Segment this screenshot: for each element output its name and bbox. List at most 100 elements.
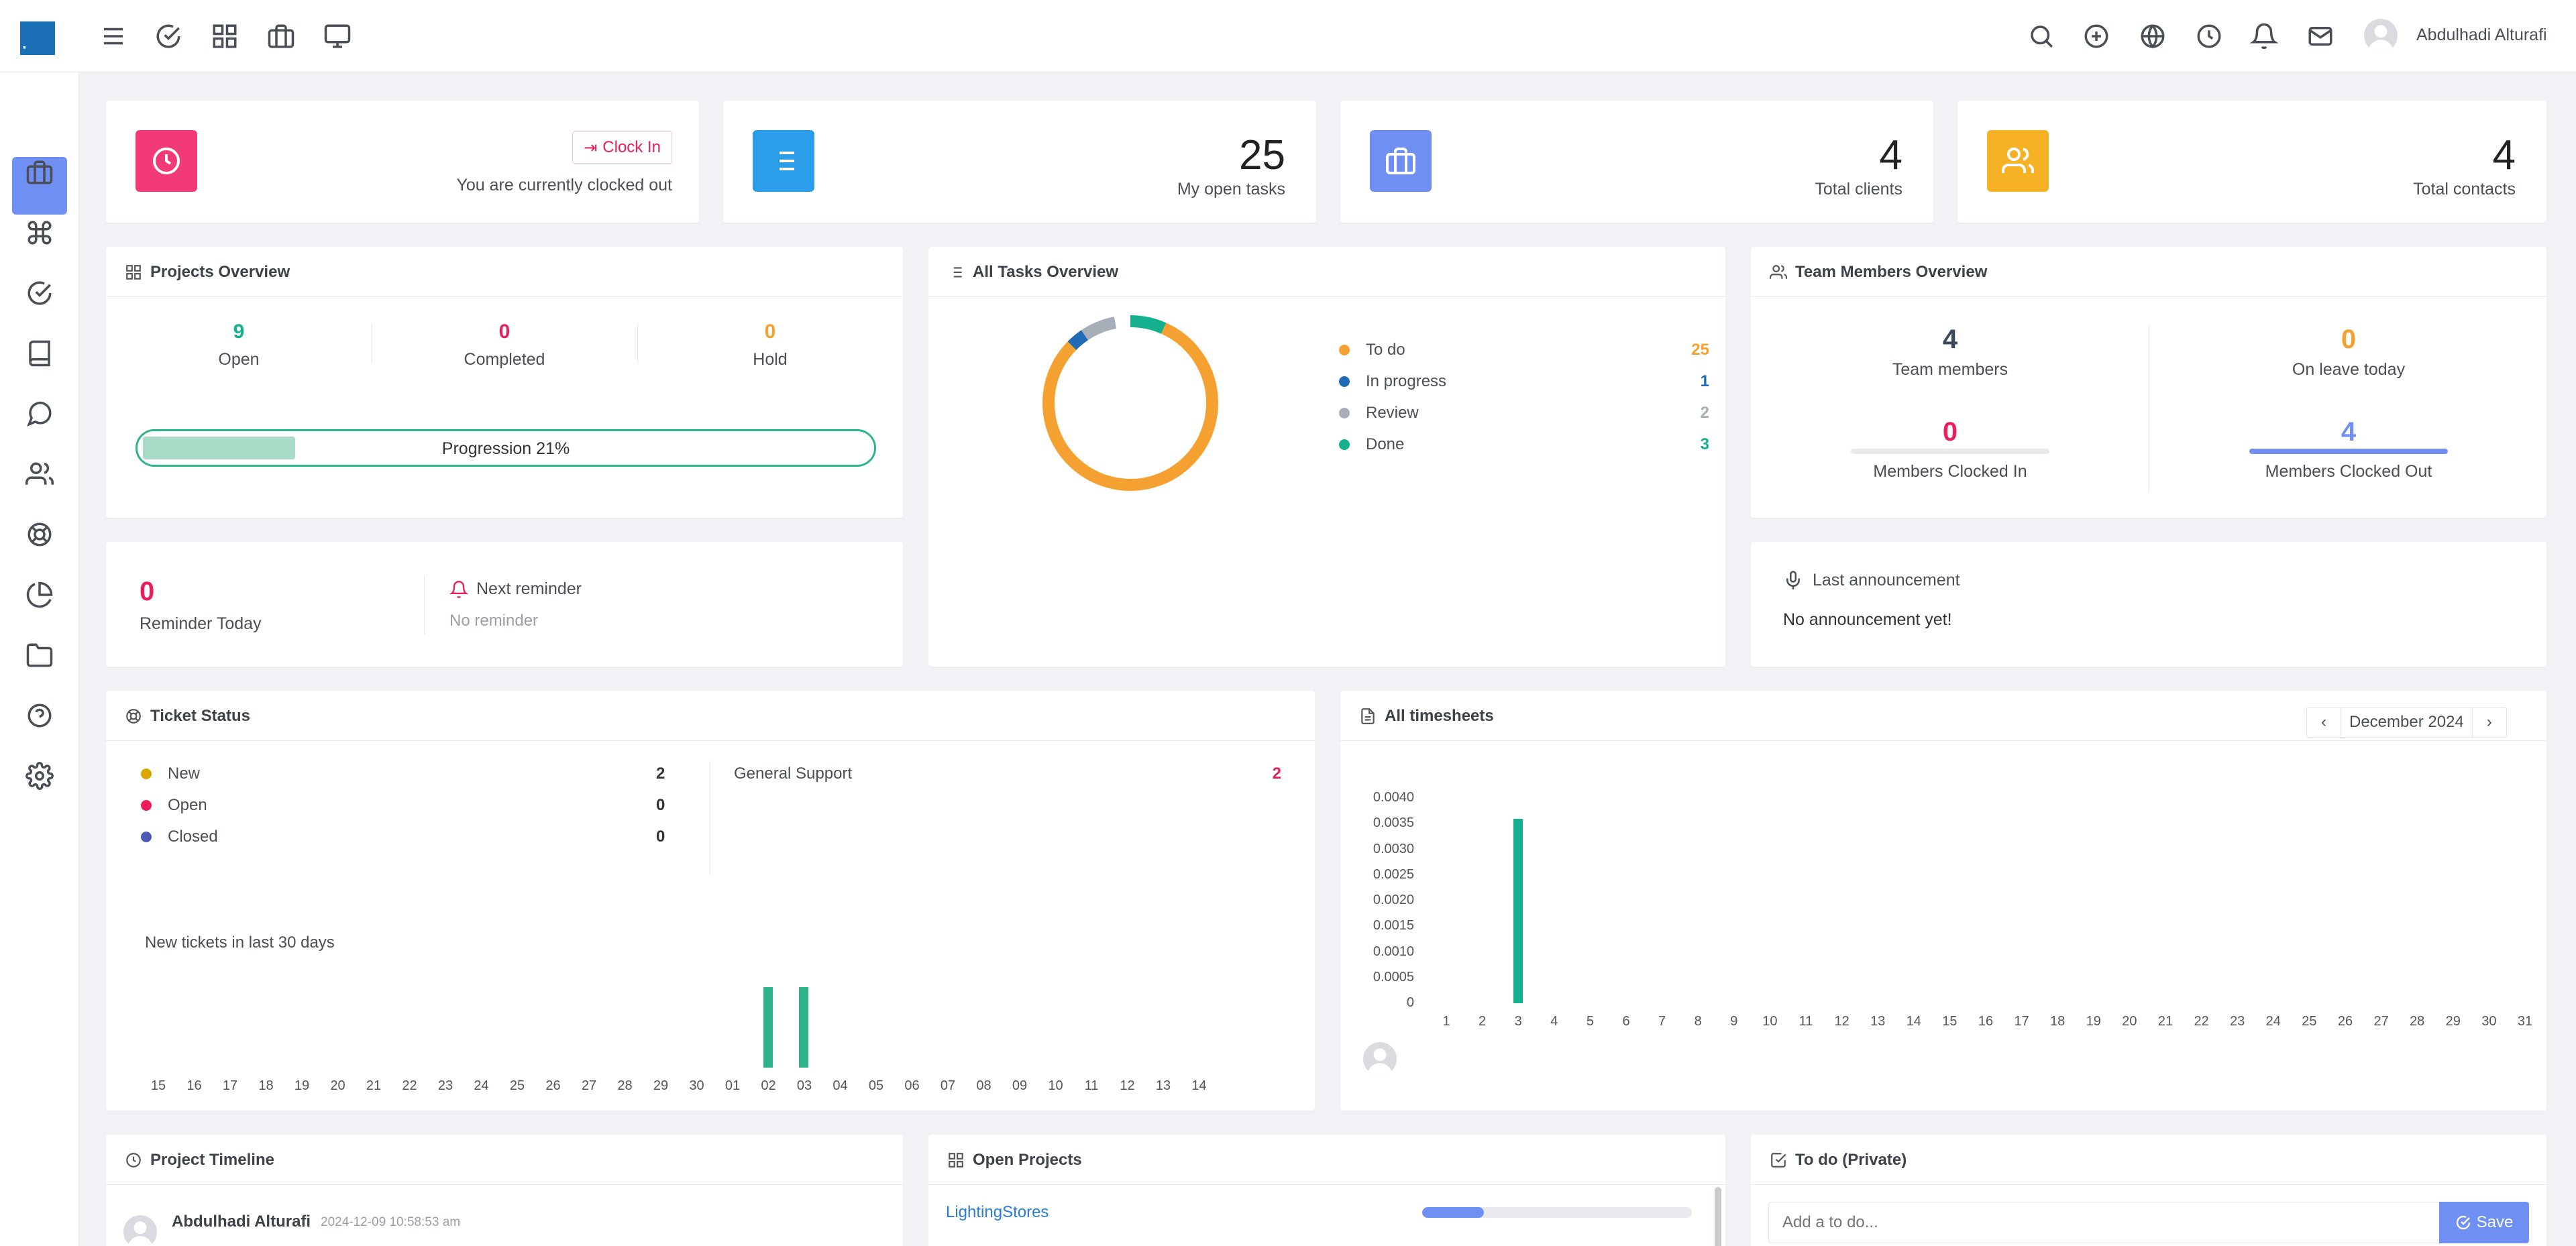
grid-icon[interactable] <box>211 22 239 50</box>
next-month-button[interactable]: › <box>2486 713 2492 731</box>
clocked-in-stat[interactable]: 0 Members Clocked In <box>1778 417 2123 482</box>
donut-slice[interactable] <box>1042 315 1218 491</box>
divider <box>106 740 1315 741</box>
sidebar-item-projects[interactable] <box>25 219 54 247</box>
sidebar-item-notes[interactable] <box>25 339 54 367</box>
sidebar-item-help[interactable] <box>25 701 54 730</box>
y-tick-label: 0.0020 <box>1373 893 1414 907</box>
x-tick-label: 19 <box>294 1078 310 1093</box>
x-tick-label: 29 <box>2445 1014 2461 1029</box>
avatar[interactable] <box>123 1215 157 1246</box>
chart-bar[interactable] <box>763 987 773 1068</box>
x-tick-label: 27 <box>2373 1014 2389 1029</box>
grid-icon <box>125 264 142 281</box>
clock-icon[interactable] <box>2195 22 2223 50</box>
tasks-overview-card: All Tasks Overview To do 25 In progress 1 Re… <box>928 247 1725 667</box>
plus-circle-icon[interactable] <box>2082 22 2110 50</box>
donut-slice[interactable] <box>1042 315 1218 491</box>
app-logo[interactable]: ▪ <box>20 21 55 55</box>
next-reminder-heading[interactable]: Next reminder <box>449 579 582 599</box>
sidebar-item-settings[interactable] <box>25 762 54 790</box>
scrollbar[interactable] <box>1715 1187 1721 1246</box>
timeline-timestamp: 2024-12-09 10:58:53 am <box>321 1215 461 1229</box>
legend-dot <box>1339 345 1350 355</box>
globe-icon[interactable] <box>2139 22 2167 50</box>
open-tasks-count: 25 <box>1239 132 1285 178</box>
legend-label[interactable]: Done <box>1366 435 1405 453</box>
status-value: 0 <box>656 828 665 846</box>
total-contacts-card[interactable]: 4 Total contacts <box>1957 101 2546 223</box>
sidebar-item-messages[interactable] <box>25 400 54 428</box>
status-label[interactable]: Closed <box>168 828 218 846</box>
sidebar-item-team[interactable] <box>25 460 54 488</box>
sidebar-item-reports[interactable] <box>25 581 54 609</box>
search-icon[interactable] <box>2027 22 2055 50</box>
x-tick-label: 02 <box>761 1078 776 1093</box>
clock-icon <box>136 130 197 192</box>
chart-bar[interactable] <box>1513 818 1523 1003</box>
tasks-overview-title: All Tasks Overview <box>947 263 1118 282</box>
avatar[interactable] <box>1363 1042 1397 1076</box>
open-projects-title: Open Projects <box>947 1151 1082 1170</box>
clocked-out-stat[interactable]: 4 Members Clocked Out <box>2176 417 2521 482</box>
y-tick-label: 0.0040 <box>1373 790 1414 805</box>
projects-overview-title: Projects Overview <box>125 263 290 282</box>
status-dot <box>141 769 152 779</box>
status-label[interactable]: Open <box>168 796 207 814</box>
menu-icon[interactable] <box>99 22 127 50</box>
x-tick-label: 14 <box>1906 1014 1921 1029</box>
total-clients-card[interactable]: 4 Total clients <box>1340 101 1933 223</box>
user-name[interactable]: Abdulhadi Alturafi <box>2416 25 2547 44</box>
open-tasks-card[interactable]: 25 My open tasks <box>723 101 1316 223</box>
legend-label[interactable]: To do <box>1366 341 1405 359</box>
ticket-type-label[interactable]: General Support <box>734 764 853 783</box>
list-icon <box>753 130 814 192</box>
status-label[interactable]: New <box>168 764 201 783</box>
sidebar-item-clients[interactable] <box>25 158 54 186</box>
x-tick-label: 29 <box>653 1078 669 1093</box>
status-value: 2 <box>656 764 665 783</box>
completed-projects-stat[interactable]: 0 Completed <box>464 321 545 369</box>
x-tick-label: 13 <box>1155 1078 1171 1093</box>
legend-label[interactable]: Review <box>1366 404 1419 422</box>
chart-bar[interactable] <box>799 987 808 1068</box>
sidebar-item-files[interactable] <box>25 641 54 669</box>
project-link[interactable]: LightingStores <box>946 1203 1049 1221</box>
team-overview-title: Team Members Overview <box>1770 263 1987 282</box>
x-tick-label: 19 <box>2086 1014 2101 1029</box>
avatar[interactable] <box>2364 19 2398 52</box>
hold-projects-stat[interactable]: 0 Hold <box>753 321 788 369</box>
y-tick-label: 0.0010 <box>1373 944 1414 959</box>
prev-month-button[interactable]: ‹ <box>2321 713 2326 731</box>
timesheets-title: All timesheets <box>1359 707 1494 726</box>
ticket-status-card: Ticket Status New 2 Open 0 Closed 0 General S… <box>106 691 1315 1111</box>
x-tick-label: 01 <box>724 1078 741 1093</box>
mail-icon[interactable] <box>2306 22 2334 50</box>
x-tick-label: 24 <box>2265 1014 2281 1029</box>
x-tick-label: 25 <box>509 1078 525 1093</box>
sidebar-item-tasks[interactable] <box>25 279 54 307</box>
x-tick-label: 23 <box>437 1078 453 1093</box>
clock-in-button[interactable]: ⇥ Clock In <box>572 131 672 164</box>
check-circle-icon[interactable] <box>154 22 182 50</box>
briefcase-icon[interactable] <box>267 22 295 50</box>
clocked-in-bar <box>1851 449 2049 454</box>
open-projects-stat[interactable]: 9 Open <box>218 321 260 369</box>
timeline-user[interactable]: Abdulhadi Alturafi <box>172 1212 311 1231</box>
team-members-stat[interactable]: 4 Team members <box>1892 325 2008 379</box>
status-value: 0 <box>656 796 665 814</box>
tickets-chart: 15 16 17 18 19 20 21 22 23 24 25 26 27 28 29 30 01 02 03 04… <box>140 959 1307 1100</box>
x-tick-label: 12 <box>1120 1078 1135 1093</box>
bell-icon[interactable] <box>2250 22 2278 50</box>
sidebar-item-tickets[interactable] <box>25 520 54 549</box>
save-button[interactable]: Save <box>2439 1202 2529 1243</box>
legend-value: 3 <box>1700 435 1709 453</box>
legend-label[interactable]: In progress <box>1366 372 1447 390</box>
progress-bar: Progression 21% <box>136 429 876 467</box>
monitor-icon[interactable] <box>323 22 352 50</box>
on-leave-stat[interactable]: 0 On leave today <box>2292 325 2406 379</box>
monitor-icon[interactable] <box>25 98 54 126</box>
y-tick-label: 0.0005 <box>1373 969 1414 984</box>
month-label: December 2024 <box>2341 707 2473 737</box>
todo-input[interactable] <box>1768 1202 2459 1243</box>
